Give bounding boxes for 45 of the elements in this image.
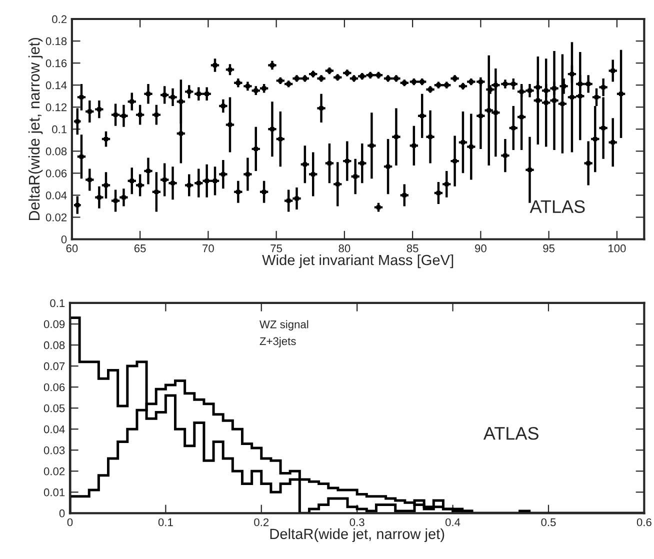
- y-tick-label: 0.09: [44, 320, 65, 328]
- y-tick-label: 0.2: [52, 15, 67, 24]
- y-tick-label: 0.1: [50, 299, 65, 308]
- y-tick-label: 0.08: [46, 147, 67, 156]
- x-tick-label: 65: [134, 244, 146, 252]
- x-tick-label: 0.5: [541, 518, 556, 526]
- x-tick-label: 60: [66, 244, 78, 252]
- x-tick-label: 90: [475, 244, 486, 252]
- y-tick-label: 0.16: [46, 59, 67, 68]
- x-axis-title: DeltaR(wide jet, narrow jet): [270, 528, 444, 542]
- y-tick-label: 0: [59, 509, 65, 518]
- y-axis-title: DeltaR(wide jet, narrow jet): [28, 38, 43, 220]
- annotation: Z+3jets: [260, 336, 296, 348]
- y-tick-label: 0.07: [44, 362, 65, 370]
- y-tick-label: 0.06: [46, 169, 67, 178]
- y-tick-label: 0: [61, 236, 67, 244]
- y-tick-label: 0.04: [46, 191, 67, 200]
- x-axis-title: Wide jet invariant Mass [GeV]: [262, 254, 454, 268]
- x-tick-label: 100: [608, 244, 626, 252]
- annotation: WZ signal: [260, 320, 308, 331]
- y-tick-label: 0.18: [46, 37, 67, 46]
- x-tick-label: 0.3: [350, 518, 364, 526]
- annotation: ATLAS: [530, 200, 585, 213]
- y-tick-label: 0.04: [44, 425, 65, 434]
- x-tick-label: 0.4: [446, 518, 460, 526]
- y-tick-label: 0.05: [44, 404, 65, 412]
- x-tick-label: 0.6: [636, 518, 652, 526]
- x-tick-label: 70: [202, 244, 214, 252]
- x-tick-label: 0.1: [158, 518, 173, 526]
- x-tick-label: 80: [338, 244, 350, 252]
- x-tick-label: 0.2: [254, 518, 269, 526]
- y-tick-label: 0.03: [44, 446, 65, 454]
- y-tick-label: 0.12: [46, 103, 67, 112]
- x-tick-label: 85: [406, 244, 418, 252]
- y-tick-label: 0.02: [46, 213, 67, 222]
- y-tick-label: 0.1: [52, 125, 67, 134]
- y-tick-label: 0.01: [44, 488, 65, 496]
- y-tick-label: 0.02: [44, 467, 65, 476]
- y-tick-label: 0.14: [46, 81, 67, 90]
- annotation: ATLAS: [483, 426, 538, 440]
- x-tick-label: 0: [67, 518, 73, 526]
- x-tick-label: 75: [270, 244, 282, 252]
- y-tick-label: 0.08: [44, 341, 65, 350]
- y-tick-label: 0.06: [44, 383, 65, 392]
- x-tick-label: 95: [543, 244, 555, 252]
